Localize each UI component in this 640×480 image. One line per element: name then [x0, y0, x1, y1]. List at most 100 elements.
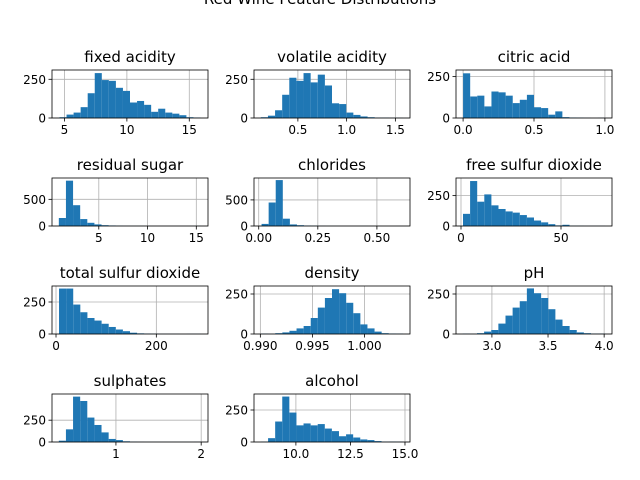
histogram-bar: [505, 95, 513, 118]
y-tick-label: 500: [23, 193, 46, 207]
histogram-bar: [58, 218, 66, 226]
y-tick-label: 0: [38, 436, 46, 450]
histogram-bar: [73, 205, 81, 226]
x-tick-label: 1.000: [347, 339, 381, 353]
histogram-bar: [548, 224, 556, 226]
x-tick-label: 0.0: [454, 123, 473, 137]
subplot-chlorides: 0.00 0.25 0.50 0 500 chlorides: [225, 156, 411, 245]
x-tick-label: 15.0: [392, 447, 419, 461]
axes-frame: [51, 177, 209, 227]
axes-frame: [51, 393, 209, 443]
subplot-sulphates: 1 2 0 250 sulphates: [23, 372, 209, 461]
histogram-bar: [324, 428, 332, 442]
histogram-bar: [484, 331, 492, 334]
histogram-bar: [317, 424, 325, 442]
histogram-bar: [338, 436, 347, 442]
x-tick-label: 10: [140, 231, 155, 245]
histogram-bar: [165, 112, 173, 118]
y-tick-label: 250: [225, 73, 248, 87]
histogram-bar: [519, 99, 527, 118]
y-tick-label: 250: [23, 296, 46, 310]
subplot-title: sulphates: [94, 372, 167, 390]
histogram-bar: [526, 94, 534, 118]
y-tick-label: 0: [442, 220, 450, 234]
histogram-bar: [526, 217, 534, 226]
histogram-bar: [303, 423, 311, 442]
histogram-bar: [470, 96, 478, 118]
x-tick-label: 1: [112, 447, 120, 461]
histogram-bar: [332, 289, 340, 334]
histogram-bar: [310, 82, 318, 118]
histogram-bar: [555, 111, 563, 118]
histogram-bar: [122, 90, 130, 118]
histogram-bar: [505, 315, 513, 334]
histogram-bar: [87, 417, 95, 442]
histogram-bar: [491, 205, 499, 226]
histogram-bar: [115, 87, 123, 118]
histogram-bar: [541, 108, 549, 118]
x-tick-label: 5: [61, 123, 69, 137]
histogram-bar: [491, 91, 499, 118]
subplot-title: citric acid: [498, 48, 571, 66]
subplot-title: alcohol: [305, 372, 359, 390]
y-tick-label: 250: [23, 414, 46, 428]
subplot-total-sulfur-dioxide: 0 200 0 250 total sulfur dioxide: [23, 264, 209, 353]
histogram-bar: [562, 326, 570, 334]
x-tick-label: 0: [52, 339, 60, 353]
histogram-bar: [339, 104, 347, 118]
y-tick-label: 0: [38, 328, 46, 342]
histogram-bar: [346, 112, 354, 118]
histogram-bar: [65, 429, 74, 442]
histogram-bar: [353, 313, 361, 334]
histogram-bar: [484, 106, 492, 118]
subplot-volatile-acidity: 0.5 1.0 1.5 0 250 volatile acidity: [225, 48, 411, 137]
histogram-bar: [519, 301, 527, 334]
histogram-bar: [101, 323, 109, 334]
histogram-bar: [296, 328, 304, 334]
histogram-bar: [548, 114, 556, 118]
x-tick-label: 3.0: [482, 339, 501, 353]
histogram-bar: [324, 85, 332, 118]
histogram-bar: [66, 114, 74, 118]
histogram-bar: [275, 421, 283, 442]
histogram-bar: [505, 211, 513, 226]
x-tick-label: 2: [197, 447, 205, 461]
x-tick-label: 1.0: [337, 123, 356, 137]
histogram-bar: [282, 396, 290, 442]
histogram-bar: [94, 73, 102, 118]
subplot-free-sulfur-dioxide: 0 50 0 250 free sulfur dioxide: [427, 156, 613, 245]
bars-alcohol: [260, 396, 403, 442]
histogram-bar: [491, 330, 499, 334]
x-tick-label: 15: [182, 123, 197, 137]
x-tick-label: 10.0: [283, 447, 310, 461]
axes-frame: [253, 69, 411, 119]
histogram-bar: [115, 329, 123, 334]
x-tick-label: 0.5: [524, 123, 543, 137]
histogram-bar: [108, 80, 116, 118]
x-tick-label: 50: [553, 231, 568, 245]
histogram-bar: [80, 400, 88, 442]
histogram-bar: [484, 194, 492, 226]
histogram-bar: [519, 215, 527, 226]
histogram-bar: [80, 219, 88, 226]
histogram-bar: [172, 113, 180, 118]
histogram-bar: [526, 288, 534, 334]
axes-frame: [253, 177, 411, 227]
histogram-bar: [477, 95, 485, 118]
axes-frame: [51, 69, 209, 119]
histogram-bar: [289, 224, 297, 226]
histogram-bar: [512, 103, 520, 118]
x-tick-label: 1.0: [595, 123, 614, 137]
histogram-bar: [268, 202, 276, 226]
histogram-bar: [108, 326, 116, 334]
histogram-bar: [331, 431, 339, 442]
histogram-bar: [317, 307, 325, 334]
histogram-bar: [332, 103, 340, 118]
histogram-bar: [268, 438, 276, 442]
y-tick-label: 250: [23, 73, 46, 87]
x-tick-label: 15: [189, 231, 204, 245]
histogram-bar: [303, 326, 311, 334]
x-tick-label: 0: [457, 231, 465, 245]
subplot-title: chlorides: [298, 156, 366, 174]
